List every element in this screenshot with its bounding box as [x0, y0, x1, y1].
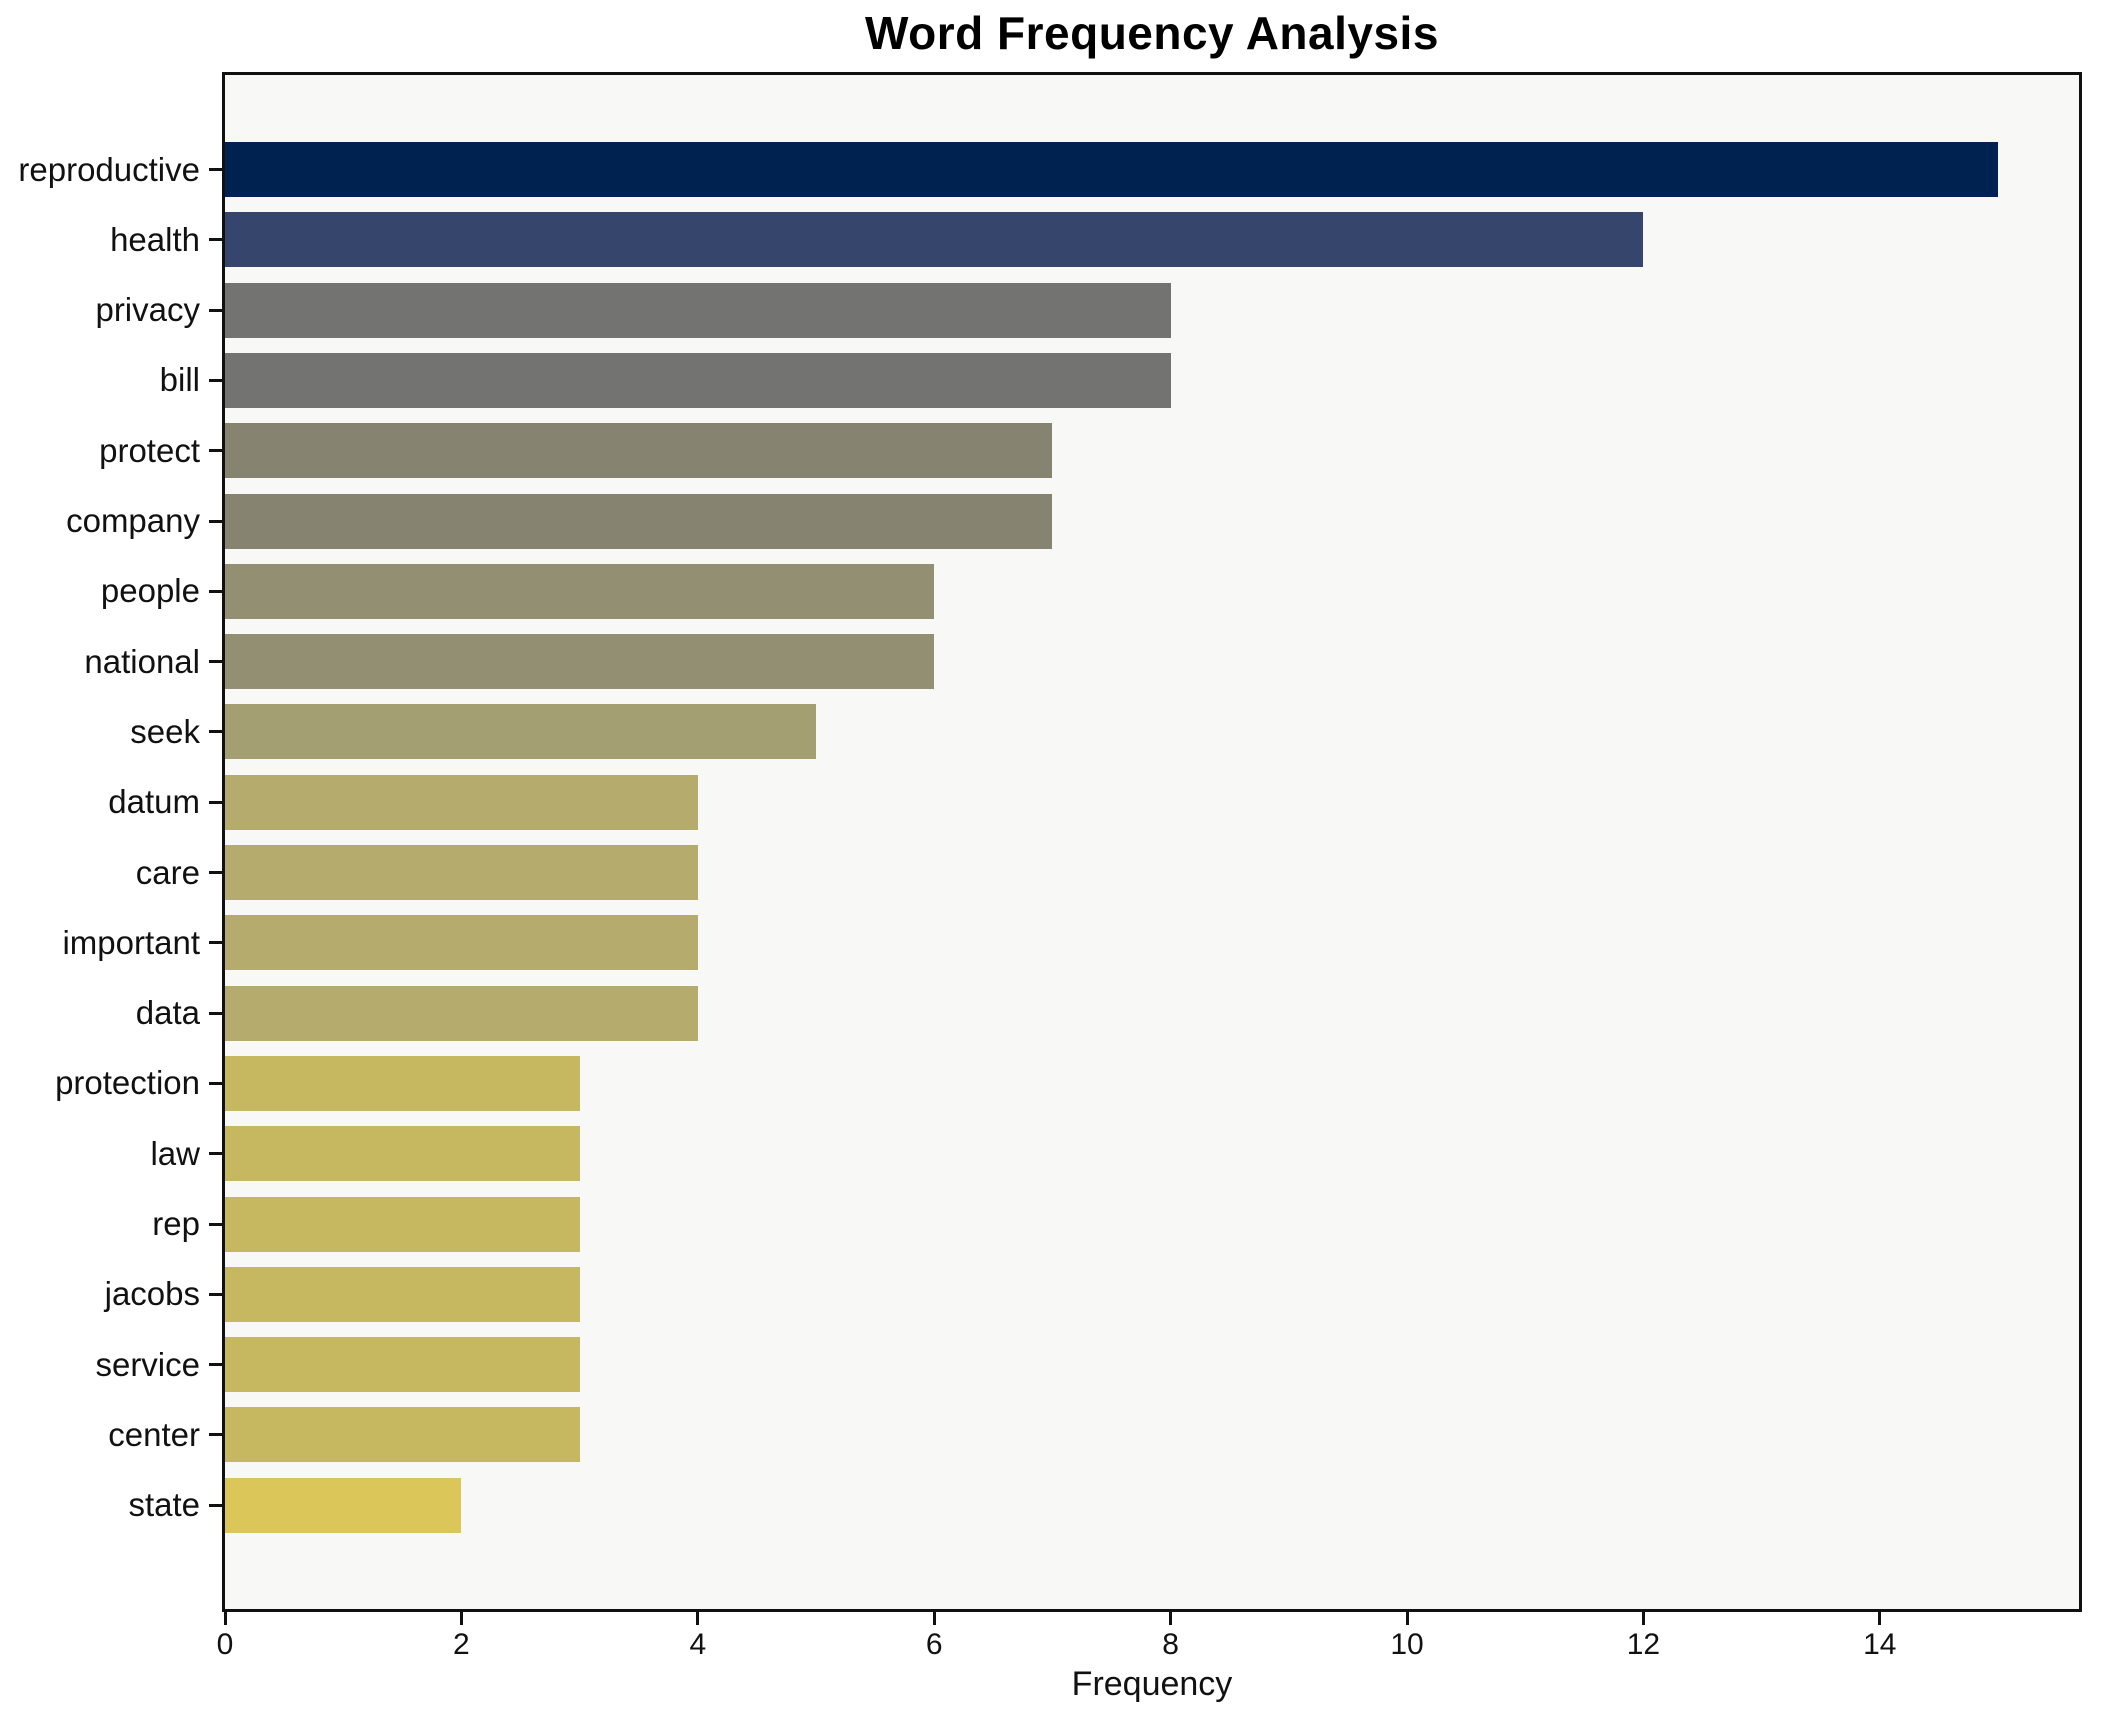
y-tick-mark: [209, 238, 222, 242]
y-tick-mark: [209, 168, 222, 171]
bar-protect: [225, 423, 1053, 479]
x-tick-label-2: 2: [453, 1628, 470, 1661]
bar-state: [225, 1477, 462, 1533]
bar-privacy: [225, 282, 1171, 338]
bar-data: [225, 985, 698, 1041]
bar-national: [225, 634, 935, 690]
chart-title: Word Frequency Analysis: [865, 7, 1439, 59]
y-tick-label-service: service: [95, 1345, 200, 1383]
x-tick-label-10: 10: [1390, 1628, 1424, 1661]
x-tick-mark: [1878, 1612, 1882, 1625]
x-tick-mark: [1169, 1612, 1173, 1625]
x-tick-label-8: 8: [1162, 1628, 1179, 1661]
y-tick-label-people: people: [100, 572, 200, 610]
x-tick-label-0: 0: [216, 1628, 234, 1661]
bar-jacobs: [225, 1266, 580, 1322]
y-tick-mark: [209, 449, 222, 453]
x-tick-mark: [1405, 1612, 1409, 1625]
y-tick-mark: [209, 1363, 222, 1367]
bar-company: [225, 493, 1053, 549]
x-tick-mark: [1641, 1612, 1645, 1625]
bar-service: [225, 1337, 580, 1393]
x-tick-mark: [459, 1612, 463, 1625]
y-tick-mark: [209, 941, 222, 945]
y-tick-mark: [209, 1152, 222, 1156]
y-tick-label-datum: datum: [108, 783, 200, 821]
y-tick-label-data: data: [135, 994, 200, 1032]
y-tick-label-rep: rep: [152, 1205, 200, 1242]
y-tick-mark: [209, 800, 222, 804]
x-tick-label-12: 12: [1626, 1628, 1661, 1661]
bar-datum: [225, 774, 698, 830]
y-tick-label-protect: protect: [99, 431, 200, 469]
y-tick-mark: [209, 660, 222, 664]
y-tick-label-protection: protection: [55, 1064, 200, 1102]
x-axis-label: Frequency: [1071, 1665, 1233, 1703]
y-tick-mark: [209, 519, 222, 523]
bar-law: [225, 1126, 580, 1182]
y-tick-label-jacobs: jacobs: [104, 1275, 200, 1313]
x-tick-mark: [932, 1612, 936, 1625]
y-tick-label-national: national: [84, 642, 200, 680]
y-tick-label-care: care: [135, 853, 200, 891]
bar-rep: [225, 1196, 580, 1252]
y-tick-mark: [209, 1433, 222, 1437]
bar-bill: [225, 352, 1171, 408]
bar-center: [225, 1407, 580, 1463]
bar-important: [225, 915, 698, 971]
y-tick-mark: [209, 308, 222, 312]
y-tick-label-law: law: [150, 1134, 200, 1172]
y-tick-label-state: state: [128, 1486, 200, 1524]
bar-care: [225, 845, 698, 900]
bar-reproductive: [225, 142, 1998, 197]
bar-seek: [225, 704, 816, 760]
y-tick-label-center: center: [108, 1415, 200, 1453]
y-tick-mark: [209, 1222, 222, 1226]
y-tick-mark: [209, 1503, 222, 1507]
y-tick-label-seek: seek: [130, 712, 200, 750]
x-tick-mark: [696, 1612, 700, 1625]
y-tick-mark: [209, 871, 222, 874]
bar-health: [225, 212, 1644, 268]
y-tick-label-health: health: [110, 220, 200, 258]
x-tick-label-4: 4: [689, 1628, 707, 1661]
y-tick-label-privacy: privacy: [95, 291, 200, 329]
y-tick-label-important: important: [62, 923, 200, 961]
y-tick-label-company: company: [66, 502, 200, 539]
y-tick-label-bill: bill: [159, 361, 200, 399]
x-tick-mark: [223, 1612, 227, 1625]
x-tick-label-6: 6: [925, 1628, 943, 1661]
y-tick-label-reproductive: reproductive: [18, 150, 200, 188]
y-tick-mark: [209, 589, 222, 593]
y-tick-mark: [209, 730, 222, 734]
bar-people: [225, 563, 935, 619]
y-tick-mark: [209, 378, 222, 382]
x-tick-label-14: 14: [1863, 1628, 1897, 1661]
y-tick-mark: [209, 1081, 222, 1085]
y-tick-mark: [209, 1292, 222, 1296]
y-tick-mark: [209, 1011, 222, 1015]
bar-protection: [225, 1055, 580, 1111]
